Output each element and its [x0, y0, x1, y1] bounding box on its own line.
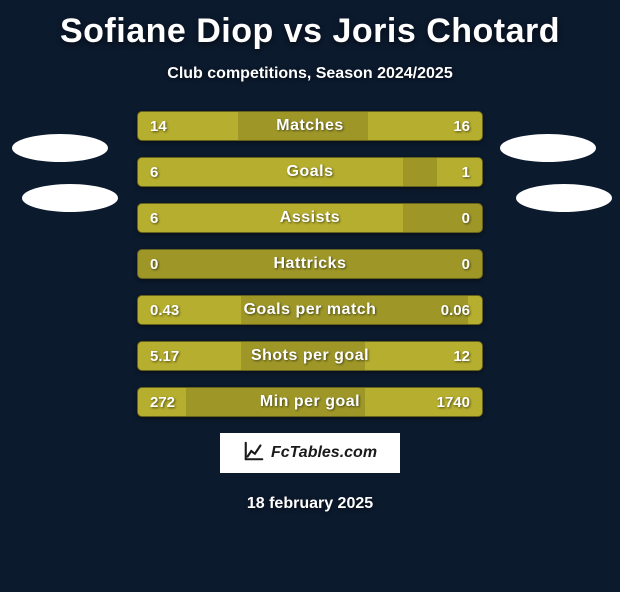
stat-row: 0Hattricks0: [137, 249, 483, 279]
stat-label: Goals: [138, 158, 482, 186]
stat-value-right: 16: [453, 112, 470, 140]
subtitle: Club competitions, Season 2024/2025: [0, 65, 620, 83]
stat-label: Shots per goal: [138, 342, 482, 370]
stat-value-right: 12: [453, 342, 470, 370]
date-label: 18 february 2025: [0, 495, 620, 513]
chart-icon: [243, 440, 265, 467]
stat-value-right: 0: [462, 250, 470, 278]
stat-row: 6Goals1: [137, 157, 483, 187]
decorative-oval: [22, 184, 118, 212]
decorative-oval: [500, 134, 596, 162]
stat-value-right: 0.06: [441, 296, 470, 324]
stat-row: 0.43Goals per match0.06: [137, 295, 483, 325]
decorative-oval: [12, 134, 108, 162]
page-title: Sofiane Diop vs Joris Chotard: [0, 12, 620, 51]
stat-row: 14Matches16: [137, 111, 483, 141]
stat-row: 272Min per goal1740: [137, 387, 483, 417]
stat-label: Assists: [138, 204, 482, 232]
footer-brand-text: FcTables.com: [271, 444, 377, 462]
stat-rows: 14Matches166Goals16Assists00Hattricks00.…: [137, 111, 483, 417]
stat-row: 6Assists0: [137, 203, 483, 233]
footer-logo: FcTables.com: [220, 433, 400, 473]
stat-value-right: 0: [462, 204, 470, 232]
stat-row: 5.17Shots per goal12: [137, 341, 483, 371]
decorative-oval: [516, 184, 612, 212]
stat-label: Goals per match: [138, 296, 482, 324]
stat-label: Min per goal: [138, 388, 482, 416]
stat-value-right: 1740: [437, 388, 470, 416]
stat-label: Hattricks: [138, 250, 482, 278]
stat-value-right: 1: [462, 158, 470, 186]
stat-label: Matches: [138, 112, 482, 140]
